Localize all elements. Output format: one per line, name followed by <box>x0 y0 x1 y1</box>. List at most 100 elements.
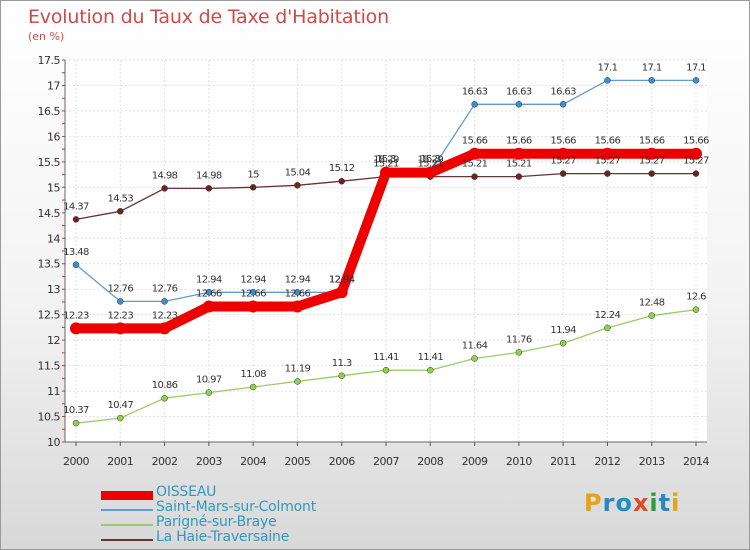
data-label: 17.1 <box>642 62 662 73</box>
data-label: 12.94 <box>196 274 222 285</box>
data-point <box>382 366 390 374</box>
data-label: 15.29 <box>373 155 399 166</box>
data-label: 16.63 <box>506 86 532 97</box>
data-point <box>515 173 523 180</box>
logo-letter: P <box>584 489 603 517</box>
data-label: 13.48 <box>63 247 89 258</box>
y-tick-label: 14 <box>47 232 60 245</box>
data-point <box>648 312 655 319</box>
unit-label: (en %) <box>28 30 65 43</box>
data-label: 11.3 <box>332 358 352 369</box>
x-tick-label: 2014 <box>683 455 709 468</box>
y-tick-label: 17 <box>47 79 60 92</box>
data-point <box>471 355 478 362</box>
x-tick-label: 2006 <box>329 455 355 468</box>
x-tick-label: 2003 <box>196 455 222 468</box>
logo-letter: t <box>658 489 672 517</box>
data-label: 11.64 <box>462 340 488 351</box>
data-label: 10.37 <box>63 405 89 416</box>
data-point <box>338 372 345 380</box>
legend-label: La Haie-Traversaine <box>156 529 290 545</box>
data-point <box>604 77 611 84</box>
y-tick-label: 10.5 <box>38 411 61 424</box>
data-label: 12.94 <box>240 274 266 285</box>
data-point <box>70 322 82 335</box>
data-point <box>559 339 567 347</box>
x-tick-label: 2005 <box>284 455 310 468</box>
data-label: 12.66 <box>196 289 222 300</box>
x-tick-label: 2007 <box>373 455 399 468</box>
data-label: 12.23 <box>152 310 178 321</box>
y-tick-label: 17.5 <box>38 54 61 67</box>
data-point <box>205 185 213 192</box>
data-label: 12.23 <box>107 310 133 321</box>
data-label: 11.41 <box>417 352 443 363</box>
y-tick-label: 15 <box>47 181 60 194</box>
data-point <box>692 170 700 177</box>
data-label: 15.12 <box>329 163 355 174</box>
data-label: 12.94 <box>329 274 355 285</box>
data-point <box>72 216 80 223</box>
data-point <box>559 170 567 177</box>
proxiti-logo: Proxiti <box>584 489 680 517</box>
data-label: 15 <box>247 169 259 180</box>
data-point <box>161 185 168 192</box>
legend-label: Parigné-sur-Braye <box>156 514 277 530</box>
data-label: 17.1 <box>686 62 706 73</box>
data-point <box>692 77 700 84</box>
x-tick-label: 2000 <box>63 455 89 468</box>
data-label: 12.66 <box>285 289 311 300</box>
data-label: 15.27 <box>683 156 709 167</box>
data-label: 17.1 <box>597 62 617 73</box>
data-label: 14.53 <box>107 193 133 204</box>
data-label: 12.6 <box>686 292 706 303</box>
data-label: 10.97 <box>196 375 222 386</box>
data-point <box>338 177 345 185</box>
y-tick-label: 14.5 <box>38 207 61 220</box>
data-point <box>249 289 257 296</box>
legend-swatch <box>101 539 153 541</box>
data-label: 15.27 <box>550 156 576 167</box>
x-tick-label: 2013 <box>639 455 665 468</box>
data-point <box>559 101 567 108</box>
data-point <box>161 298 168 305</box>
x-tick-label: 2009 <box>462 455 488 468</box>
data-point <box>601 147 614 160</box>
data-label: 12.94 <box>329 274 355 285</box>
data-point <box>72 261 80 269</box>
data-label: 14.37 <box>63 201 89 212</box>
data-point <box>692 306 700 313</box>
logo-letter: i <box>649 489 659 517</box>
y-tick-label: 11.5 <box>38 360 61 373</box>
data-point <box>117 208 124 215</box>
logo-letter: i <box>671 489 681 517</box>
data-point <box>471 101 478 108</box>
data-label: 11.94 <box>550 325 576 336</box>
x-tick-label: 2010 <box>506 455 532 468</box>
data-point <box>72 419 80 427</box>
data-label: 15.66 <box>683 136 709 147</box>
data-point <box>468 147 481 160</box>
logo-letter: r <box>602 489 616 517</box>
y-tick-label: 12.5 <box>38 309 61 322</box>
data-label: 10.47 <box>107 400 133 411</box>
data-label: 12.48 <box>639 298 665 309</box>
data-label: 15.29 <box>417 155 443 166</box>
data-label: 15.27 <box>639 156 665 167</box>
data-point <box>604 324 611 332</box>
data-label: 14.98 <box>152 170 178 181</box>
legend-swatch <box>101 491 153 500</box>
data-point <box>117 298 124 305</box>
data-point <box>515 349 523 356</box>
data-label: 16.63 <box>550 86 576 97</box>
data-label: 14.98 <box>196 170 222 181</box>
data-point <box>427 366 434 374</box>
data-point <box>557 147 570 160</box>
data-point <box>512 147 525 160</box>
data-label: 15.66 <box>639 136 665 147</box>
data-label: 15.04 <box>285 167 311 178</box>
y-tick-label: 10 <box>47 436 60 449</box>
legend-label: OISSEAU <box>156 484 217 500</box>
x-tick-label: 2011 <box>550 455 576 468</box>
